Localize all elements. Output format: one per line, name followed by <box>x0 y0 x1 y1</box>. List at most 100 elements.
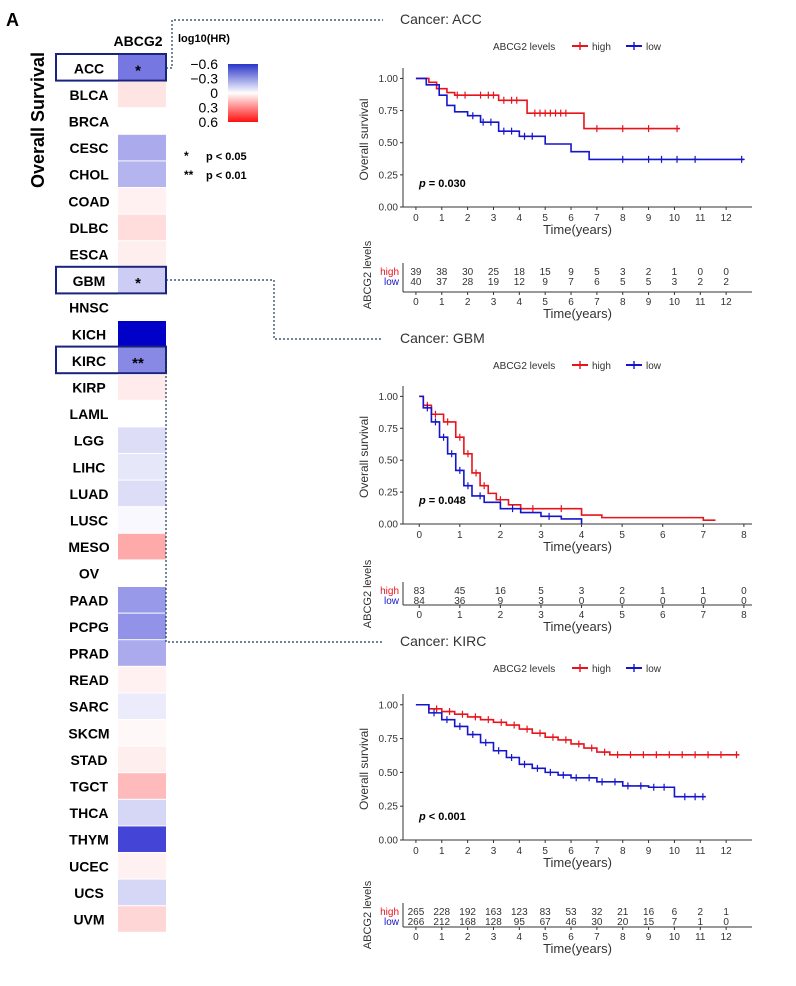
km-xtick-label: 8 <box>620 213 626 224</box>
heatmap-cell-dlbc <box>118 214 166 241</box>
risk-count: 9 <box>568 267 574 278</box>
heatmap-row-label: STAD <box>70 752 107 768</box>
risk-xtick-label: 12 <box>721 932 733 943</box>
heatmap-cell-brca <box>118 108 166 134</box>
risk-xlabel: Time(years) <box>543 619 612 634</box>
km-xtick-label: 12 <box>721 213 733 224</box>
heatmap-row: HNSC <box>69 294 166 320</box>
risk-count: 0 <box>660 596 666 607</box>
risk-count: 45 <box>454 586 466 597</box>
km-legend-title: ABCG2 levels <box>493 42 555 53</box>
legend-ticks: −0.6−0.300.30.6 <box>190 56 218 130</box>
km-censor-mark <box>562 736 569 744</box>
km-censor-mark <box>599 778 606 786</box>
heatmap: ACC * BLCA BRCA CESC CHOL COAD DLBC ESCA GBM * HNSC… <box>55 53 167 932</box>
risk-count: 266 <box>408 917 425 928</box>
heatmap-cell-kirp <box>118 374 166 400</box>
risk-count: 12 <box>514 277 526 288</box>
risk-count: 18 <box>514 267 526 278</box>
km-censor-mark <box>658 155 665 163</box>
risk-xtick-label: 0 <box>413 932 419 943</box>
risk-count: 83 <box>414 586 426 597</box>
km-ytick-label: 1.00 <box>379 392 399 403</box>
heatmap-row: DLBC <box>70 214 166 241</box>
heatmap-row: ACC * <box>55 53 167 82</box>
km-censor-mark <box>619 125 626 133</box>
risk-xtick-label: 9 <box>646 297 652 308</box>
heatmap-row-label: CESC <box>70 140 109 156</box>
risk-xtick-label: 6 <box>568 297 574 308</box>
km-censor-mark <box>454 91 461 99</box>
km-title: Cancer: KIRC <box>400 633 486 649</box>
km-censor-mark <box>521 132 528 140</box>
heatmap-row: KICH <box>72 321 166 347</box>
heatmap-row: LAML <box>70 400 166 427</box>
risk-xtick-label: 8 <box>620 297 626 308</box>
km-xtick-label: 3 <box>491 846 497 857</box>
connector-lines <box>165 19 383 643</box>
risk-xtick-label: 1 <box>457 610 463 621</box>
risk-count: 1 <box>723 907 729 918</box>
km-xtick-label: 6 <box>568 213 574 224</box>
risk-count: 84 <box>414 596 426 607</box>
risk-count: 3 <box>672 277 678 288</box>
risk-count: 15 <box>643 917 655 928</box>
km-xtick-label: 0 <box>413 213 419 224</box>
heatmap-row: BRCA <box>69 108 166 134</box>
risk-count: 95 <box>514 917 526 928</box>
heatmap-row-label: DLBC <box>70 220 109 236</box>
km-censor-mark <box>546 512 553 520</box>
risk-count: 265 <box>408 907 425 918</box>
km-xtick-label: 9 <box>646 213 652 224</box>
risk-count: 16 <box>643 907 655 918</box>
km-ytick-label: 0.00 <box>379 520 399 531</box>
heatmap-row: UVM <box>73 906 166 932</box>
km-ytick-label: 0.25 <box>379 802 399 813</box>
heatmap-row-label: SKCM <box>68 725 109 741</box>
risk-count: 2 <box>646 267 652 278</box>
heatmap-cell-pcpg <box>118 613 166 640</box>
heatmap-cell-chol <box>118 161 166 187</box>
heatmap-cell-lgg <box>118 427 166 453</box>
heatmap-row: CESC <box>70 134 166 161</box>
risk-count: 0 <box>619 596 625 607</box>
km-censor-mark <box>431 709 438 717</box>
km-legend-label-high: high <box>592 361 611 372</box>
km-censor-mark <box>495 747 502 755</box>
km-xtick-label: 10 <box>669 846 681 857</box>
heatmap-cell-kirc <box>118 347 166 374</box>
heatmap-row-label: MESO <box>68 539 109 555</box>
risk-xtick-label: 5 <box>542 297 548 308</box>
km-legend-censor-high <box>576 664 584 672</box>
risk-count: 2 <box>619 586 625 597</box>
km-censor-mark <box>446 708 453 716</box>
km-censor-mark <box>614 751 621 759</box>
km-censor-mark <box>645 125 652 133</box>
significance-legend: * p < 0.05 ** p < 0.01 <box>184 149 247 182</box>
km-censor-mark <box>573 774 580 782</box>
risk-row-label-low: low <box>384 917 400 928</box>
heatmap-row: SKCM <box>68 720 166 746</box>
km-censor-mark <box>508 127 515 135</box>
heatmap-cell-paad <box>118 587 166 613</box>
km-censor-mark <box>456 466 463 474</box>
heatmap-cell-coad <box>118 188 166 214</box>
km-censor-mark <box>661 783 668 791</box>
heatmap-row: COAD <box>68 188 166 214</box>
km-censor-mark <box>717 751 724 759</box>
risk-xlabel: Time(years) <box>543 941 612 956</box>
heatmap-row-label: GBM <box>73 273 106 289</box>
risk-count: 3 <box>579 586 585 597</box>
risk-count: 3 <box>538 596 544 607</box>
km-legend-censor-high <box>576 361 584 369</box>
km-ytick-label: 0.75 <box>379 424 399 435</box>
km-censor-mark <box>509 505 516 513</box>
km-censor-mark <box>557 109 564 117</box>
km-censor-mark <box>500 127 507 135</box>
heatmap-row-label: SARC <box>69 699 109 715</box>
risk-xtick-label: 7 <box>594 297 600 308</box>
km-xtick-label: 7 <box>594 213 600 224</box>
risk-count: 5 <box>594 267 600 278</box>
